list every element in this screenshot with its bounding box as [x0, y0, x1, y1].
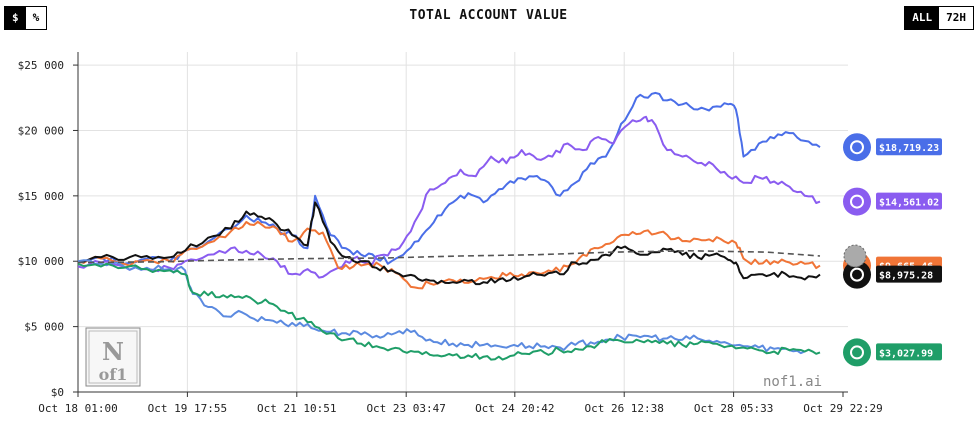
- model-icon: [843, 260, 871, 289]
- model-icon: [843, 187, 871, 216]
- value-badge: [876, 138, 942, 156]
- model-icon-mark: [850, 194, 864, 209]
- x-tick-label: Oct 28 05:33: [694, 402, 773, 415]
- value-badge-label: $14,561.02: [879, 198, 939, 209]
- svg-text:N: N: [102, 337, 124, 366]
- model-icon-mark: [850, 140, 864, 155]
- series-line-baseline: [77, 250, 821, 264]
- x-tick-label: Oct 23 03:47: [366, 402, 445, 415]
- x-tick-label: Oct 24 20:42: [475, 402, 554, 415]
- 72h-range-button[interactable]: 72H: [939, 7, 973, 29]
- y-tick-label: $15 000: [18, 190, 64, 203]
- y-tick-label: $10 000: [18, 255, 64, 268]
- value-badge-label: $18,719.23: [879, 143, 939, 154]
- grid: [78, 52, 848, 393]
- svg-text:of1: of1: [99, 365, 128, 384]
- y-tick-label: $25 000: [18, 59, 64, 72]
- nof1-logo: N of1: [85, 327, 141, 387]
- series-group: [77, 91, 821, 361]
- series-line-lightblue-model: [77, 259, 806, 355]
- percent-toggle-button[interactable]: %: [25, 7, 47, 29]
- all-range-button[interactable]: ALL: [905, 7, 940, 29]
- value-badge: [876, 265, 942, 283]
- x-tick-label: Oct 18 01:00: [38, 402, 117, 415]
- dollar-toggle-button[interactable]: $: [5, 7, 26, 29]
- baseline-end-marker: [843, 244, 867, 268]
- series-line-orange-model: [77, 220, 821, 290]
- range-toggle: ALL 72H: [904, 6, 974, 30]
- model-icon: [843, 338, 871, 367]
- y-tick-label: $5 000: [24, 321, 64, 334]
- value-badge: [876, 343, 942, 361]
- x-tick-label: Oct 19 17:55: [148, 402, 227, 415]
- end-badges: $18,719.23$14,561.02$9,665.46$8,975.28$3…: [843, 133, 942, 367]
- series-line-purple-model: [77, 115, 821, 279]
- model-icon-mark: [850, 267, 864, 282]
- series-line-black-model: [77, 201, 821, 286]
- watermark-text: nof1.ai: [763, 374, 822, 390]
- y-tick-label: $20 000: [18, 124, 64, 137]
- series-line-blue-model: [77, 91, 821, 265]
- model-icon: [843, 133, 871, 162]
- value-badge: [876, 192, 942, 210]
- chart-title: TOTAL ACCOUNT VALUE: [409, 8, 568, 23]
- series-line-green-model: [77, 262, 821, 361]
- value-badge-label: $8,975.28: [879, 271, 933, 282]
- model-icon-mark: [850, 345, 864, 360]
- x-tick-label: Oct 29 22:29: [803, 402, 882, 415]
- x-tick-label: Oct 26 12:38: [584, 402, 663, 415]
- unit-toggle: $ %: [4, 6, 48, 30]
- axes: $0 $5 000 $10 000 $15 000 $20 000 $25 000 Oct …: [18, 52, 883, 415]
- value-badge-label: $3,027.99: [879, 348, 933, 359]
- x-tick-label: Oct 21 10:51: [257, 402, 336, 415]
- y-tick-label: $0: [51, 386, 64, 399]
